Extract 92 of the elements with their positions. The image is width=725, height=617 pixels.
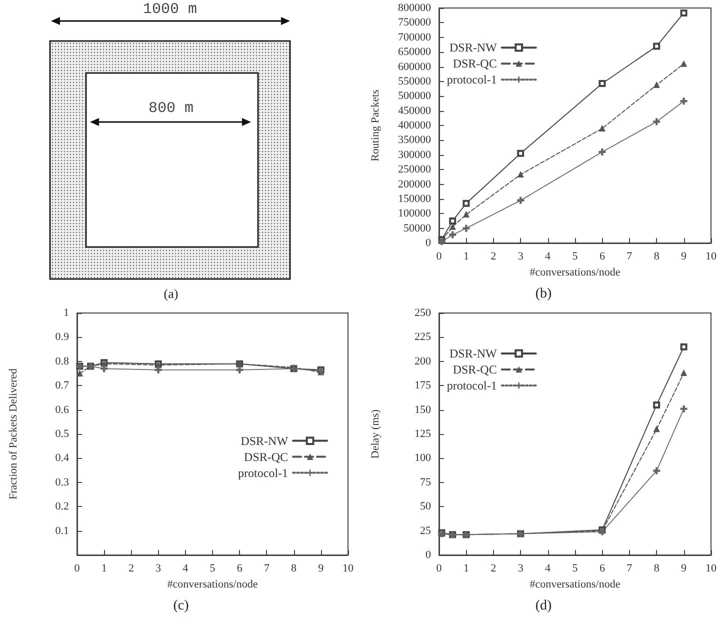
x-tick-label: 4 (545, 250, 552, 262)
text: (c) (173, 598, 190, 614)
y-tick-label: 100 (414, 452, 432, 464)
x-tick-label: 3 (518, 562, 524, 574)
y-tick-label: 100000 (398, 208, 432, 220)
y-tick-label: 600000 (398, 60, 432, 73)
x-tick-label: 0 (436, 562, 442, 574)
x-tick-label: 1 (463, 250, 469, 262)
x-tick-label: 5 (572, 250, 578, 262)
y-tick-label: 750000 (398, 16, 432, 29)
x-tick-label: 6 (599, 562, 606, 574)
y-tick-label: 25 (420, 524, 432, 537)
y-tick-label: 250000 (398, 164, 432, 176)
x-tick-label: 7 (626, 562, 633, 574)
x-tick-label: 7 (626, 250, 633, 262)
x-tick-label: 6 (236, 562, 243, 574)
x-tick-label: 3 (156, 562, 162, 574)
x-tick-label: 2 (128, 562, 134, 574)
y-axis-title: Routing Packets (370, 90, 382, 162)
y-tick-label: 0.8 (55, 355, 70, 368)
x-tick-label: 4 (545, 562, 552, 574)
y-tick-label: 75 (420, 476, 432, 488)
x-tick-label: 10 (706, 562, 717, 574)
y-tick-label: 0.6 (55, 404, 70, 416)
x-tick-label: 9 (318, 562, 324, 574)
y-tick-label: 650000 (398, 46, 432, 58)
x-tick-label: 8 (291, 562, 298, 574)
y-tick-label: 400000 (398, 120, 432, 132)
text: (d) (535, 598, 552, 614)
y-tick-label: 0.5 (55, 428, 70, 440)
y-tick-label: 500000 (398, 90, 432, 102)
y-axis-title: Fraction of Packets Delivered (8, 368, 20, 500)
y-tick-label: 50000 (404, 222, 432, 234)
text: 800 m (148, 100, 194, 117)
legend-label: DSR-NW (450, 40, 498, 55)
y-tick-label: 250 (414, 307, 432, 319)
x-tick-label: 9 (681, 250, 688, 262)
x-axis-title: #conversations/node (530, 578, 620, 590)
y-tick-label: 150 (414, 404, 432, 416)
x-tick-label: 2 (490, 250, 496, 262)
x-axis-title: #conversations/node (530, 266, 620, 278)
x-tick-label: 10 (342, 562, 354, 574)
y-tick-label: 800000 (398, 2, 432, 14)
x-tick-label: 5 (210, 562, 216, 574)
y-axis-title: Delay (ms) (370, 409, 382, 459)
legend-label: DSR-QC (452, 56, 497, 71)
y-tick-label: 200 (414, 355, 432, 368)
legend-label: DSR-QC (452, 362, 497, 376)
y-tick-label: 150000 (398, 192, 432, 205)
x-tick-label: 2 (490, 562, 496, 574)
y-tick-label: 0.9 (55, 331, 70, 344)
y-tick-label: 450000 (398, 104, 432, 117)
legend-label: DSR-NW (240, 434, 289, 448)
x-tick-label: 5 (572, 562, 578, 574)
legend-label: DSR-QC (244, 450, 288, 464)
x-tick-label: 8 (654, 250, 660, 262)
y-tick-label: 0.7 (55, 380, 70, 392)
y-tick-label: 0.4 (55, 452, 70, 464)
y-tick-label: 0 (426, 549, 432, 561)
legend-label: protocol-1 (446, 378, 497, 392)
x-tick-label: 1 (101, 562, 107, 574)
y-tick-label: 0.3 (55, 476, 70, 488)
y-tick-label: 550000 (398, 75, 432, 88)
y-tick-label: 225 (414, 331, 432, 344)
y-tick-label: 0.1 (55, 524, 69, 537)
y-tick-label: 300000 (398, 148, 432, 161)
text: (a) (164, 286, 178, 301)
x-axis-title: #conversations/node (167, 578, 258, 590)
x-tick-label: 9 (681, 562, 688, 574)
x-tick-label: 0 (74, 562, 80, 574)
y-tick-label: 175 (414, 380, 432, 392)
y-tick-label: 0 (426, 237, 432, 249)
y-tick-label: 125 (414, 428, 432, 440)
x-tick-label: 0 (436, 250, 442, 262)
text: 1000 m (142, 1, 198, 18)
x-tick-label: 4 (182, 562, 189, 574)
y-tick-label: 200000 (398, 178, 432, 190)
y-tick-label: 350000 (398, 134, 432, 146)
legend-label: protocol-1 (238, 466, 288, 480)
x-tick-label: 10 (706, 250, 717, 262)
x-tick-label: 8 (654, 562, 660, 574)
x-tick-label: 1 (463, 562, 469, 574)
legend-label: DSR-NW (450, 346, 498, 360)
text: (b) (535, 286, 552, 302)
legend-label: protocol-1 (446, 72, 497, 87)
x-tick-label: 3 (518, 250, 524, 262)
x-tick-label: 7 (264, 562, 270, 574)
x-tick-label: 6 (599, 250, 606, 262)
y-tick-label: 1 (64, 307, 69, 319)
y-tick-label: 50 (420, 500, 432, 513)
y-tick-label: 0.2 (55, 500, 69, 513)
y-tick-label: 700000 (398, 31, 432, 44)
